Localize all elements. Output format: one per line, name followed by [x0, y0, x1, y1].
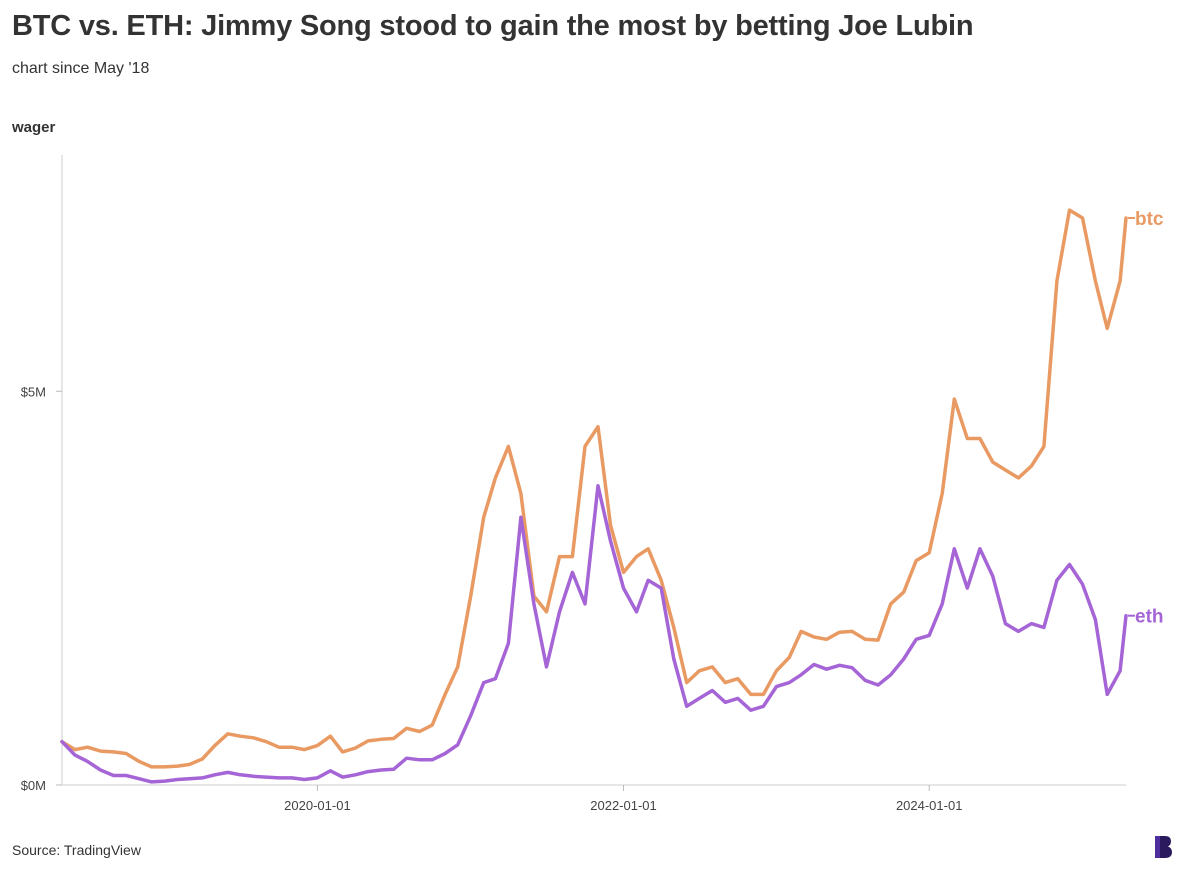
chart-series-labels: btc eth	[1128, 209, 1164, 628]
y-tick-label: $0M	[21, 778, 46, 793]
series-label-btc: btc	[1135, 209, 1164, 230]
x-tick-label: 2022-01-01	[590, 798, 657, 813]
line-chart: $0M $5M 2020-01-01 2022-01-01 2024-01-01 btc…	[21, 155, 1164, 813]
series-label-eth: eth	[1135, 607, 1164, 628]
source-note: Source: TradingView	[12, 842, 141, 858]
chart-title: BTC vs. ETH: Jimmy Song stood to gain th…	[12, 10, 974, 42]
x-tick-label: 2024-01-01	[896, 798, 963, 813]
chart-lines	[60, 208, 1128, 784]
chart-subtitle: chart since May '18	[12, 60, 150, 77]
brand-logo-icon	[1155, 836, 1172, 858]
y-tick-label: $5M	[21, 384, 46, 399]
series-line-eth	[60, 484, 1128, 784]
x-tick-label: 2020-01-01	[284, 798, 351, 813]
chart-axes: $0M $5M 2020-01-01 2022-01-01 2024-01-01	[21, 155, 1126, 813]
y-axis-label: wager	[12, 119, 56, 136]
series-line-btc	[60, 208, 1128, 769]
